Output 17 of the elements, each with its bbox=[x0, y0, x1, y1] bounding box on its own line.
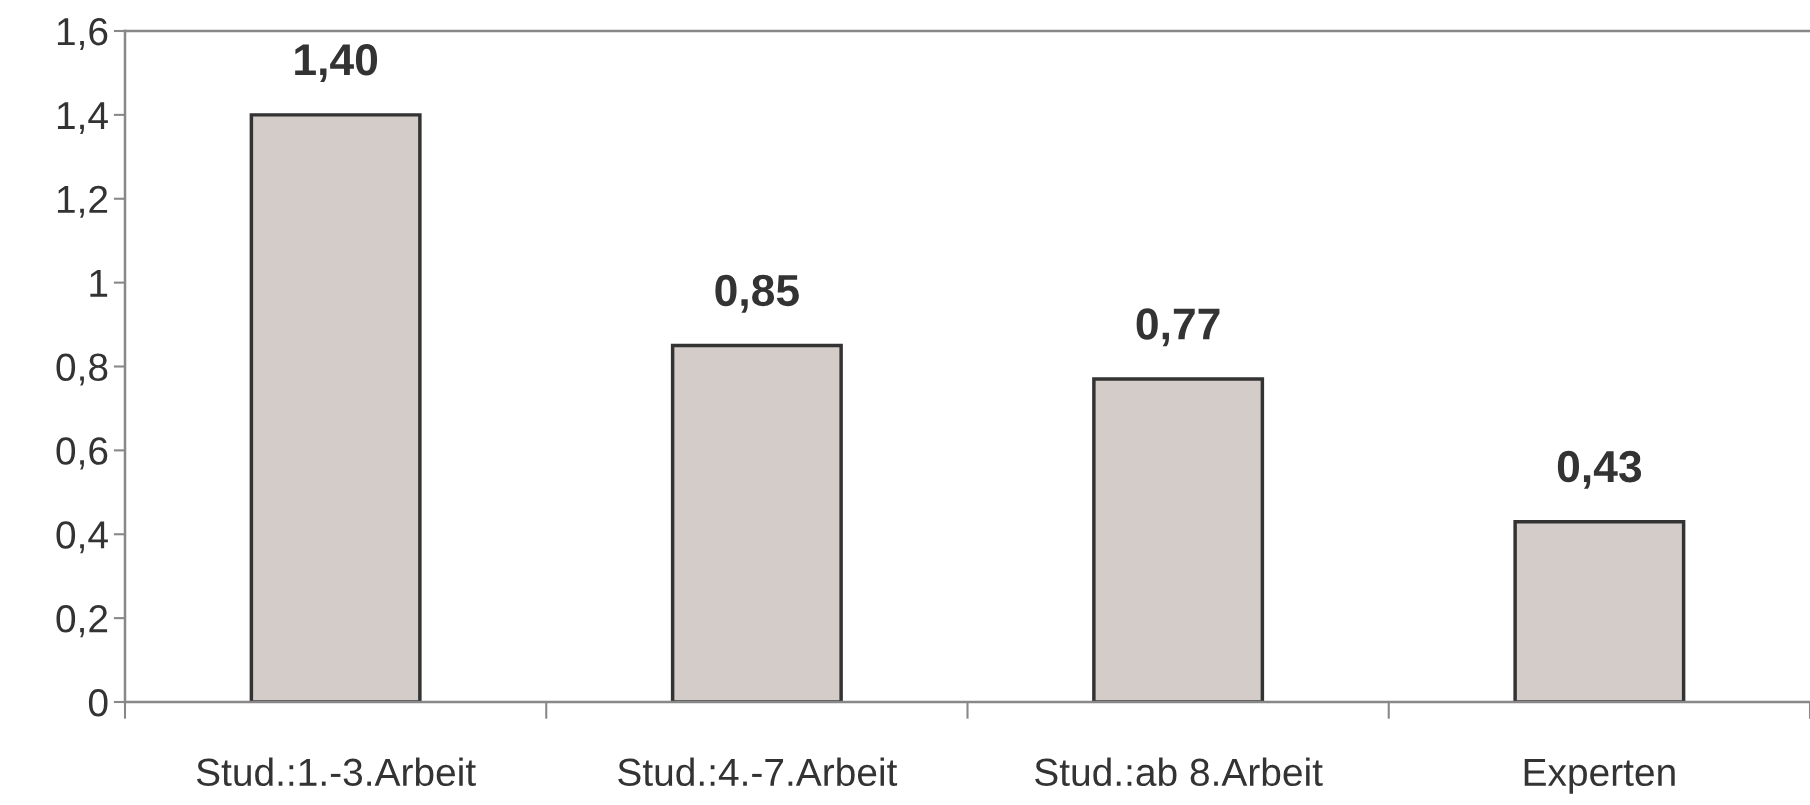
x-tick-label: Experten bbox=[1524, 758, 1675, 794]
y-tick-label: 0 bbox=[88, 688, 108, 717]
x-tick-label: Stud.:ab 8.Arbeit bbox=[1035, 757, 1323, 787]
y-tick-label: 1,2 bbox=[57, 185, 108, 218]
y-tick-label: 0,8 bbox=[56, 353, 108, 386]
y-tick-label: 1 bbox=[90, 269, 108, 297]
data-label: 1,40 bbox=[295, 44, 378, 82]
x-tick-label: Stud.:1.-3.Arbeit bbox=[196, 757, 476, 787]
data-label: 0,43 bbox=[1557, 450, 1642, 489]
x-tick-label: Stud.:4.-7.Arbeit bbox=[618, 757, 898, 787]
y-tick-label: 0,2 bbox=[56, 605, 108, 638]
y-tick-label: 0,4 bbox=[56, 521, 108, 554]
y-tick-label: 1,4 bbox=[57, 102, 108, 134]
data-label: 0,77 bbox=[1136, 308, 1220, 347]
data-label: 0,85 bbox=[715, 274, 799, 313]
y-tick-label: 0,6 bbox=[56, 437, 108, 470]
y-tick-label: 1,6 bbox=[57, 17, 108, 51]
